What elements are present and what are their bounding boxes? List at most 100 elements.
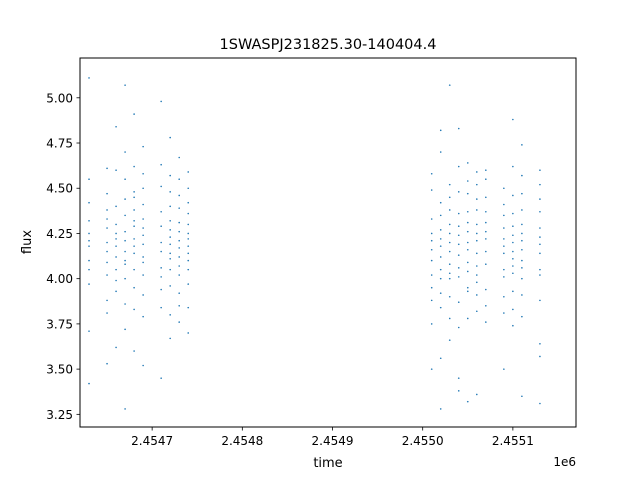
data-point bbox=[521, 259, 523, 262]
data-point bbox=[142, 187, 144, 190]
data-point bbox=[521, 294, 523, 296]
data-point bbox=[133, 225, 135, 228]
data-point bbox=[466, 290, 469, 293]
data-point bbox=[430, 248, 433, 251]
data-point bbox=[430, 299, 433, 302]
data-point bbox=[512, 234, 514, 237]
data-point bbox=[142, 261, 144, 264]
data-point bbox=[115, 238, 117, 240]
data-point bbox=[448, 295, 451, 298]
x-tick-label: 2.4547 bbox=[131, 434, 173, 448]
data-point bbox=[133, 219, 135, 222]
data-point bbox=[521, 174, 523, 177]
data-point bbox=[448, 209, 451, 211]
y-tick-label: 4.25 bbox=[46, 227, 73, 241]
data-point bbox=[448, 250, 451, 253]
data-point bbox=[88, 219, 90, 222]
data-point bbox=[457, 234, 460, 237]
data-point bbox=[169, 191, 171, 193]
data-point bbox=[187, 171, 190, 173]
chart-title: 1SWASPJ231825.30-140404.4 bbox=[220, 37, 437, 53]
data-point bbox=[512, 165, 514, 168]
data-point bbox=[160, 163, 162, 166]
data-point bbox=[457, 326, 460, 329]
data-point bbox=[124, 230, 126, 233]
data-point bbox=[178, 221, 180, 224]
data-point bbox=[124, 263, 126, 266]
data-point bbox=[485, 305, 487, 307]
data-point bbox=[115, 256, 117, 258]
data-point bbox=[124, 259, 126, 262]
data-point bbox=[142, 218, 144, 220]
data-point bbox=[485, 230, 487, 233]
data-point bbox=[430, 368, 433, 370]
data-point bbox=[539, 243, 541, 246]
data-point bbox=[106, 261, 108, 264]
data-point bbox=[115, 232, 117, 235]
data-point bbox=[466, 248, 469, 251]
data-point bbox=[160, 100, 162, 103]
data-point bbox=[124, 84, 126, 86]
data-point bbox=[512, 290, 514, 293]
y-tick-label: 3.75 bbox=[46, 317, 73, 331]
data-point bbox=[106, 192, 108, 195]
data-point bbox=[485, 288, 487, 291]
data-point bbox=[187, 232, 190, 235]
data-point bbox=[457, 212, 460, 215]
data-point bbox=[439, 292, 442, 294]
data-points bbox=[88, 77, 541, 410]
data-point bbox=[115, 205, 117, 208]
data-point bbox=[485, 263, 487, 266]
data-point bbox=[88, 239, 90, 242]
data-point bbox=[124, 408, 126, 410]
data-point bbox=[187, 306, 190, 309]
data-point bbox=[539, 402, 541, 405]
data-point bbox=[133, 196, 135, 199]
data-point bbox=[457, 390, 460, 392]
data-point bbox=[160, 267, 162, 269]
data-point bbox=[539, 236, 541, 238]
data-point bbox=[485, 238, 487, 240]
data-point bbox=[485, 210, 487, 213]
data-point bbox=[106, 362, 108, 365]
y-tick-label: 4.00 bbox=[46, 272, 73, 286]
data-point bbox=[430, 259, 433, 262]
data-point bbox=[187, 252, 190, 255]
data-point bbox=[115, 223, 117, 226]
data-point bbox=[187, 332, 190, 334]
data-point bbox=[88, 382, 90, 385]
data-point bbox=[466, 221, 469, 224]
data-point bbox=[115, 268, 117, 271]
y-tick-label: 4.75 bbox=[46, 137, 73, 151]
data-point bbox=[512, 118, 514, 121]
data-point bbox=[503, 268, 505, 271]
data-point bbox=[142, 234, 144, 237]
data-point bbox=[133, 268, 135, 271]
data-point bbox=[476, 310, 478, 313]
data-point bbox=[503, 312, 505, 314]
data-point bbox=[439, 151, 442, 153]
data-point bbox=[457, 276, 460, 278]
data-point bbox=[88, 283, 90, 285]
data-point bbox=[448, 84, 451, 86]
data-point bbox=[115, 169, 117, 171]
data-point bbox=[187, 268, 190, 271]
data-point bbox=[448, 263, 451, 266]
data-point bbox=[512, 194, 514, 197]
data-point bbox=[106, 218, 108, 220]
data-point bbox=[539, 210, 541, 213]
data-point bbox=[124, 303, 126, 305]
data-point bbox=[106, 209, 108, 211]
data-point bbox=[430, 274, 433, 276]
data-point bbox=[142, 315, 144, 318]
data-point bbox=[521, 248, 523, 251]
data-point bbox=[439, 229, 442, 231]
data-point bbox=[133, 165, 135, 168]
data-point bbox=[439, 256, 442, 258]
data-point bbox=[88, 259, 90, 262]
y-tick-label: 5.00 bbox=[46, 91, 73, 105]
data-point bbox=[448, 196, 451, 199]
data-point bbox=[142, 274, 144, 276]
x-tick-label: 2.4551 bbox=[492, 434, 534, 448]
